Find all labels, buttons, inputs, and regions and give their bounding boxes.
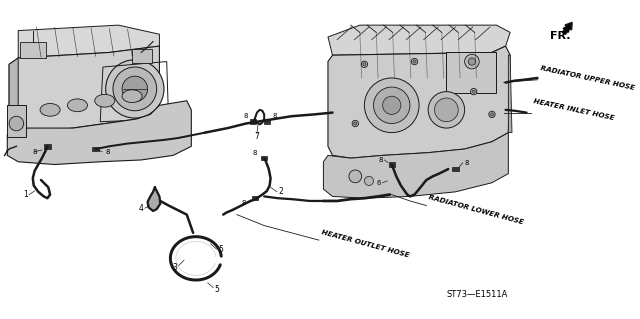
Circle shape xyxy=(352,120,358,127)
Circle shape xyxy=(122,76,148,102)
Polygon shape xyxy=(9,58,18,128)
Text: 5: 5 xyxy=(218,245,223,254)
Circle shape xyxy=(361,61,367,68)
Text: 5: 5 xyxy=(214,285,220,294)
Bar xyxy=(92,147,99,151)
Text: RADIATOR UPPER HOSE: RADIATOR UPPER HOSE xyxy=(540,65,635,91)
Text: 8: 8 xyxy=(273,113,277,119)
Circle shape xyxy=(364,176,374,185)
Circle shape xyxy=(470,88,477,95)
Text: 7: 7 xyxy=(255,132,259,141)
Bar xyxy=(452,167,459,171)
Polygon shape xyxy=(323,133,508,198)
Text: 3: 3 xyxy=(172,263,177,272)
Text: 8: 8 xyxy=(33,149,37,155)
Polygon shape xyxy=(18,25,159,58)
Ellipse shape xyxy=(122,90,142,103)
Text: 8: 8 xyxy=(244,113,248,119)
Text: ST73—E1511A: ST73—E1511A xyxy=(446,290,508,299)
Bar xyxy=(261,156,268,160)
Ellipse shape xyxy=(95,94,115,107)
Circle shape xyxy=(435,98,458,122)
Bar xyxy=(252,196,259,200)
Text: 1: 1 xyxy=(23,190,28,199)
Circle shape xyxy=(9,116,24,131)
Circle shape xyxy=(413,60,416,63)
Circle shape xyxy=(489,111,495,118)
Bar xyxy=(388,162,395,167)
Bar xyxy=(20,41,45,58)
Text: 2: 2 xyxy=(278,187,283,196)
Circle shape xyxy=(472,90,476,93)
Text: FR.: FR. xyxy=(550,31,571,41)
Text: HEATER INLET HOSE: HEATER INLET HOSE xyxy=(533,98,615,121)
Ellipse shape xyxy=(67,99,88,112)
Circle shape xyxy=(468,58,476,65)
Text: HEATER OUTLET HOSE: HEATER OUTLET HOSE xyxy=(321,229,410,258)
Circle shape xyxy=(374,87,410,123)
Polygon shape xyxy=(9,46,159,131)
Bar xyxy=(7,105,26,137)
Circle shape xyxy=(364,78,419,133)
Bar xyxy=(132,49,152,63)
Text: 8: 8 xyxy=(378,157,383,163)
Circle shape xyxy=(363,63,366,66)
Text: RADIATOR LOWER HOSE: RADIATOR LOWER HOSE xyxy=(428,195,525,226)
Circle shape xyxy=(106,60,164,118)
Polygon shape xyxy=(328,46,510,158)
Circle shape xyxy=(354,122,357,125)
Circle shape xyxy=(383,96,401,115)
Circle shape xyxy=(412,58,418,65)
Text: 4: 4 xyxy=(139,204,143,213)
FancyArrow shape xyxy=(563,22,572,34)
Text: 8: 8 xyxy=(253,150,257,156)
Circle shape xyxy=(465,54,479,69)
Polygon shape xyxy=(508,55,512,133)
Circle shape xyxy=(349,170,362,183)
Bar xyxy=(250,119,257,124)
Text: 6: 6 xyxy=(377,180,381,186)
Circle shape xyxy=(113,67,157,111)
Circle shape xyxy=(490,113,493,116)
Bar xyxy=(264,119,270,124)
Ellipse shape xyxy=(40,103,60,116)
Text: 8: 8 xyxy=(105,149,109,155)
Circle shape xyxy=(428,92,465,128)
Text: 8: 8 xyxy=(464,160,468,166)
Polygon shape xyxy=(328,25,510,55)
Bar xyxy=(446,52,497,93)
Bar xyxy=(44,144,51,149)
Polygon shape xyxy=(7,101,191,165)
Polygon shape xyxy=(148,187,161,211)
Text: 8: 8 xyxy=(242,200,246,206)
